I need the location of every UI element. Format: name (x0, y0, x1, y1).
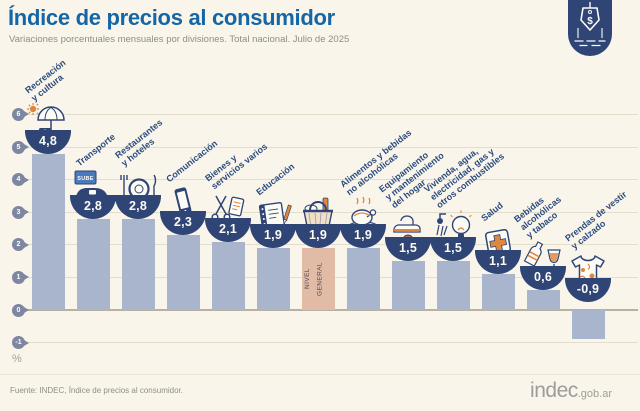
scissors-comb-icon (211, 195, 245, 221)
value-bowl: 0,6 (520, 266, 566, 291)
category-icon-wrap (161, 183, 205, 219)
nivel-general-label: NIVEL GENERAL (303, 262, 323, 296)
bar (31, 153, 65, 310)
value-bowl: 1,5 (430, 237, 476, 262)
smartphone-icon (174, 187, 192, 215)
axis-tick-pin: -1 (12, 336, 29, 350)
category-icon-wrap (521, 238, 565, 274)
bar-value: 0,6 (534, 270, 552, 285)
bar-value: 1,9 (309, 228, 327, 243)
svg-text:SUBE: SUBE (77, 176, 94, 182)
category-label: Transporte (74, 131, 118, 169)
page-title: Índice de precios al consumidor (8, 5, 335, 30)
bar-value: 1,9 (264, 228, 282, 243)
first-aid-icon (484, 229, 512, 256)
bar (526, 290, 560, 310)
category-label: Salud (479, 200, 505, 224)
indec-logo: indec .gob.ar (530, 379, 612, 403)
source-note: Fuente: INDEC, Índice de precios al cons… (10, 386, 183, 395)
bar (346, 248, 380, 310)
axis-tick-label: -1 (15, 339, 22, 347)
axis-tick-label: 0 (16, 306, 21, 314)
bulb-shower-icon (436, 210, 472, 240)
value-bowl: 2,8 (70, 194, 116, 219)
category-icon-wrap (296, 196, 340, 232)
axis-tick-pin: 6 (12, 107, 29, 121)
axis-tick-pin: 4 (12, 173, 29, 187)
category-icon-wrap (476, 222, 520, 258)
price-tag-badge: $ (568, 0, 612, 56)
footer-divider (0, 374, 640, 375)
axis-tick-pin: 5 (12, 140, 29, 154)
gridline (26, 113, 638, 115)
category-icon-wrap (566, 250, 610, 286)
bar (571, 310, 605, 340)
bar (76, 218, 110, 310)
axis-tick-pin: 1 (12, 270, 29, 284)
percent-unit-label: % (12, 353, 22, 365)
category-label: Recreación y cultura (23, 57, 68, 103)
bar-value: 2,8 (129, 198, 147, 213)
axis-tick-label: 2 (16, 241, 21, 249)
bar-value: 4,8 (39, 133, 57, 148)
indec-logo-suffix: .gob.ar (577, 388, 612, 400)
axis-tick-label: 1 (16, 273, 21, 281)
axis-tick-pin: 2 (12, 238, 29, 252)
axis-tick-pin: 0 (12, 303, 29, 317)
bar (256, 248, 290, 310)
gridline (26, 179, 638, 181)
category-icon-wrap (251, 196, 295, 232)
bar-value: -0,9 (576, 282, 600, 296)
bottle-glass-icon (523, 241, 561, 273)
grocery-basket-icon (303, 197, 333, 227)
dollar-symbol: $ (587, 16, 593, 27)
axis-tick-label: 6 (16, 110, 21, 118)
axis-tick-label: 5 (16, 143, 21, 151)
tshirt-icon (571, 255, 605, 283)
category-label: Prendas de vestir y calzado (563, 189, 629, 252)
bar-value: 2,3 (174, 215, 192, 230)
bar-value: 1,1 (489, 254, 507, 269)
bar-value: 2,1 (219, 221, 237, 236)
value-bowl: 2,3 (160, 211, 206, 236)
indec-logo-text: indec (530, 379, 578, 402)
bar (481, 274, 515, 310)
bar (436, 261, 470, 310)
axis-tick-label: 3 (16, 208, 21, 216)
category-label: Educación (254, 161, 297, 198)
category-label: Bebidas alcohólicas y tabaco (512, 193, 563, 240)
bar-value: 1,9 (354, 228, 372, 243)
category-icon-wrap (431, 209, 475, 245)
bar-value: 2,8 (84, 198, 102, 213)
notebook-pencil-icon (258, 201, 292, 230)
bar (391, 261, 425, 310)
value-bowl: 2,8 (115, 194, 161, 219)
gridline (26, 146, 638, 148)
bar-value: 1,5 (399, 241, 417, 256)
bar-nivel-general (301, 248, 335, 310)
category-label: Restaurantes y hoteles (113, 117, 165, 169)
bar (166, 235, 200, 310)
value-bowl: -0,9 (565, 278, 611, 302)
bar (121, 218, 155, 310)
axis-tick-label: 4 (16, 176, 21, 184)
value-bowl: 4,8 (25, 129, 71, 154)
page-subtitle: Variaciones porcentuales mensuales por d… (9, 34, 350, 45)
value-bowl: 2,1 (205, 217, 251, 242)
bar-value: 1,5 (444, 241, 462, 256)
value-bowl: 1,5 (385, 237, 431, 262)
axis-tick-pin: 3 (12, 205, 29, 219)
zero-baseline (26, 309, 638, 311)
gridline (26, 342, 638, 344)
bar (211, 241, 245, 310)
value-bowl: 1,1 (475, 250, 521, 275)
price-tag-icon: $ (574, 2, 606, 47)
gridline (26, 244, 638, 246)
category-icon-wrap (206, 190, 250, 226)
